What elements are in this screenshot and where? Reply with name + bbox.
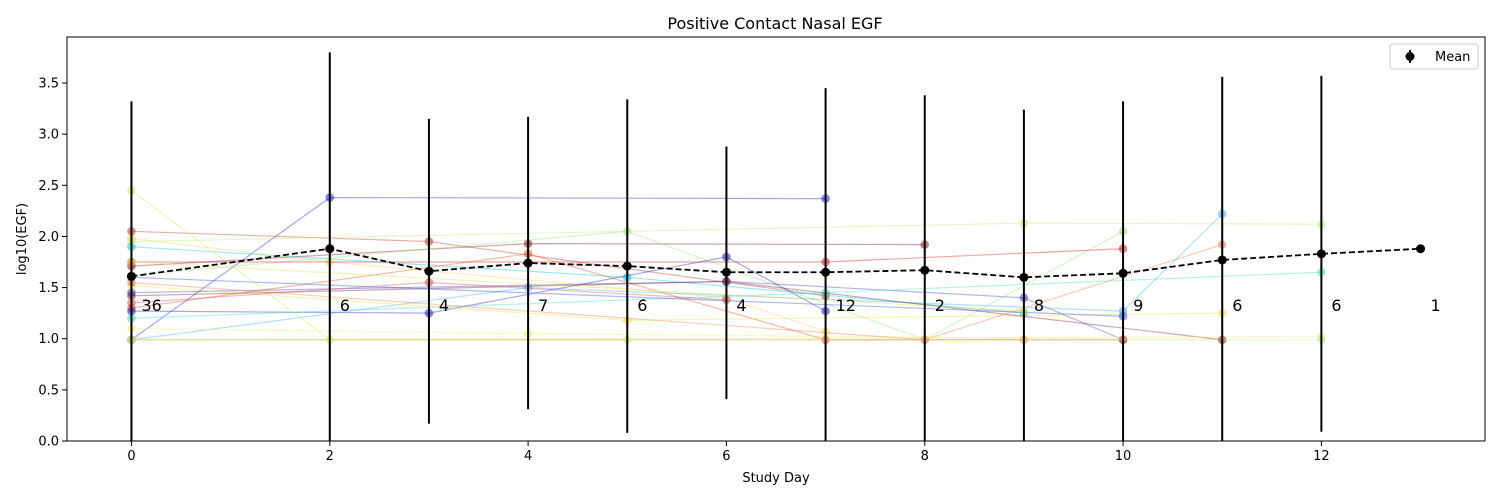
plot-frame bbox=[66, 36, 1486, 442]
mean-point bbox=[622, 261, 632, 271]
count-label: 36 bbox=[141, 296, 161, 315]
count-label: 1 bbox=[1431, 296, 1441, 315]
legend: Mean bbox=[1389, 43, 1479, 70]
y-tick-label: 1.5 bbox=[38, 281, 59, 296]
mean-point bbox=[920, 265, 930, 275]
mean-point bbox=[126, 271, 136, 281]
y-tick-label: 0.0 bbox=[38, 435, 59, 450]
legend-entry-mean: Mean bbox=[1435, 50, 1470, 65]
mean-point bbox=[325, 244, 335, 254]
count-label: 6 bbox=[637, 296, 647, 315]
count-labels-layer: 36 6 4 7 6 4 12 2 8 9 6 6 1 bbox=[141, 296, 1440, 315]
count-label: 4 bbox=[439, 296, 449, 315]
x-tick-label: 2 bbox=[326, 449, 334, 464]
legend-marker bbox=[1405, 52, 1415, 61]
count-label: 6 bbox=[1232, 296, 1242, 315]
mean-point bbox=[1118, 268, 1128, 278]
count-label: 12 bbox=[836, 296, 856, 315]
subject-series bbox=[127, 186, 632, 345]
mean-point bbox=[1019, 272, 1029, 282]
count-label: 7 bbox=[538, 296, 548, 315]
subject-series bbox=[127, 257, 1029, 316]
mean-point bbox=[1416, 244, 1426, 254]
x-tick-label: 6 bbox=[722, 449, 730, 464]
count-label: 4 bbox=[736, 296, 746, 315]
subject-series bbox=[127, 227, 830, 301]
subject-line bbox=[131, 284, 1223, 321]
count-label: 6 bbox=[1331, 296, 1341, 315]
y-tick-label: 2.5 bbox=[38, 179, 59, 194]
x-tick-label: 12 bbox=[1313, 449, 1330, 464]
mean-series-layer bbox=[126, 52, 1426, 441]
x-tick-label: 8 bbox=[921, 449, 929, 464]
y-tick-label: 1.0 bbox=[38, 332, 59, 347]
chart-title: Positive Contact Nasal EGF bbox=[667, 14, 882, 33]
mean-point bbox=[523, 258, 533, 268]
count-label: 9 bbox=[1133, 296, 1143, 315]
subject-line bbox=[131, 261, 1024, 312]
subject-series bbox=[127, 324, 1227, 345]
count-label: 8 bbox=[1034, 296, 1044, 315]
mean-point bbox=[1217, 255, 1227, 265]
mean-point bbox=[721, 267, 731, 277]
x-tick-label: 4 bbox=[524, 449, 532, 464]
mean-point bbox=[424, 266, 434, 276]
y-axis-ticks: 0.0 0.5 1.0 1.5 2.0 2.5 3.0 3.5 bbox=[38, 77, 67, 450]
y-tick-label: 3.5 bbox=[38, 77, 59, 92]
count-label: 2 bbox=[935, 296, 945, 315]
mean-point bbox=[1316, 249, 1326, 259]
x-tick-label: 0 bbox=[127, 449, 135, 464]
y-tick-label: 2.0 bbox=[38, 230, 59, 245]
x-tick-label: 10 bbox=[1115, 449, 1132, 464]
x-axis-ticks: 0 2 4 6 8 10 12 bbox=[127, 441, 1330, 464]
mean-point bbox=[821, 267, 831, 277]
y-axis-label: log10(EGF) bbox=[15, 203, 30, 275]
legend-box bbox=[1389, 43, 1479, 70]
y-tick-label: 3.0 bbox=[38, 128, 59, 143]
count-label: 6 bbox=[340, 296, 350, 315]
subject-series bbox=[127, 252, 830, 318]
x-axis-label: Study Day bbox=[742, 471, 810, 486]
subject-line bbox=[131, 256, 826, 314]
y-tick-label: 0.5 bbox=[38, 383, 59, 398]
